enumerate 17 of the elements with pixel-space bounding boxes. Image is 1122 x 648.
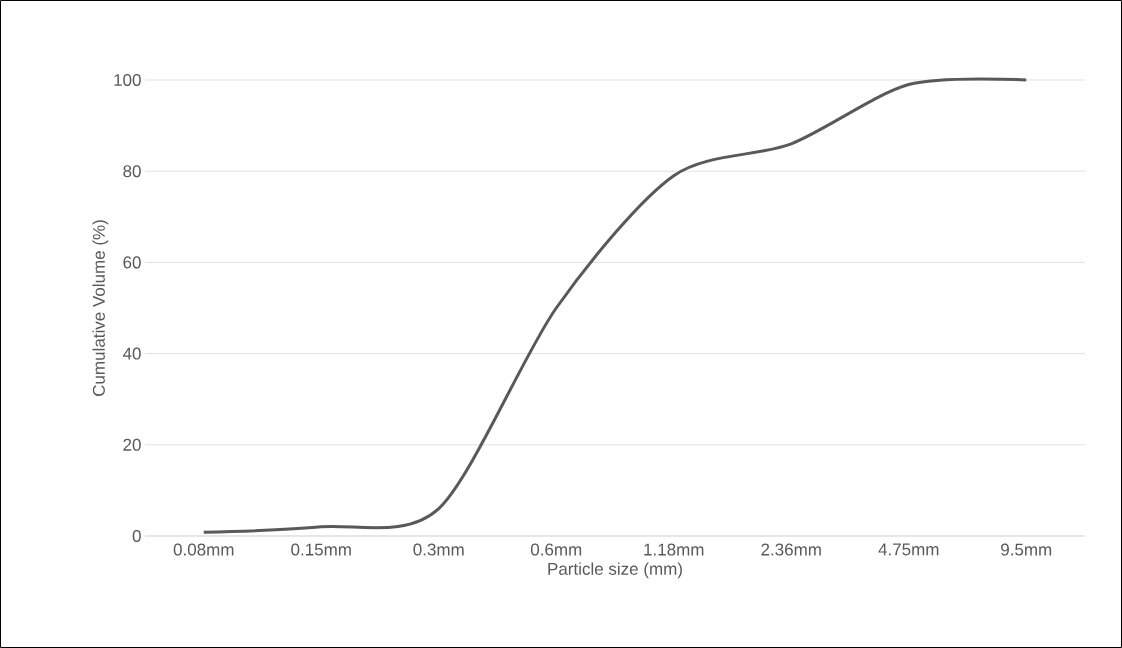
y-axis-title: Cumulative Volume (%) <box>92 220 109 396</box>
line-series <box>202 77 1028 534</box>
x-tick-label: 1.18mm <box>644 543 704 556</box>
y-tick-label: 40 <box>122 347 141 360</box>
x-tick-label: 0.15mm <box>291 543 351 556</box>
x-axis-title: Particle size (mm) <box>548 562 682 579</box>
y-tick-label: 100 <box>114 73 141 87</box>
x-tick-label: 9.5mm <box>1001 543 1052 556</box>
y-tick-label: 60 <box>123 256 141 269</box>
y-tick-label: 20 <box>123 438 141 451</box>
x-tick-label: 0.3mm <box>413 543 464 556</box>
x-tick-label: 4.75mm <box>878 543 939 556</box>
y-tick-label: 80 <box>123 165 141 178</box>
x-tick-label: 0.08mm <box>173 543 234 556</box>
x-tick-label: 2.36mm <box>761 543 821 556</box>
x-tick-label: 0.6mm <box>530 543 582 556</box>
y-tick-label: 0 <box>132 529 141 543</box>
